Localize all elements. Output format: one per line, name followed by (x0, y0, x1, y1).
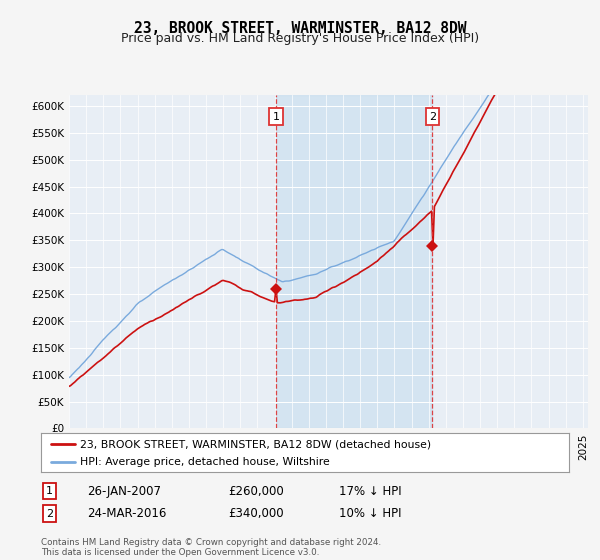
Text: 10% ↓ HPI: 10% ↓ HPI (339, 507, 401, 520)
Text: 2: 2 (429, 111, 436, 122)
Bar (276, 95, 433, 428)
Text: 1: 1 (272, 111, 280, 122)
Text: 17% ↓ HPI: 17% ↓ HPI (339, 484, 401, 498)
Text: 23, BROOK STREET, WARMINSTER, BA12 8DW: 23, BROOK STREET, WARMINSTER, BA12 8DW (134, 21, 466, 36)
Text: 26-JAN-2007: 26-JAN-2007 (87, 484, 161, 498)
Text: HPI: Average price, detached house, Wiltshire: HPI: Average price, detached house, Wilt… (80, 457, 330, 467)
Text: 1: 1 (46, 486, 53, 496)
Text: 23, BROOK STREET, WARMINSTER, BA12 8DW (detached house): 23, BROOK STREET, WARMINSTER, BA12 8DW (… (80, 439, 431, 449)
Text: £260,000: £260,000 (228, 484, 284, 498)
Text: Price paid vs. HM Land Registry's House Price Index (HPI): Price paid vs. HM Land Registry's House … (121, 32, 479, 45)
Text: Contains HM Land Registry data © Crown copyright and database right 2024.
This d: Contains HM Land Registry data © Crown c… (41, 538, 381, 557)
Text: 24-MAR-2016: 24-MAR-2016 (87, 507, 166, 520)
Text: 2: 2 (46, 508, 53, 519)
Text: £340,000: £340,000 (228, 507, 284, 520)
